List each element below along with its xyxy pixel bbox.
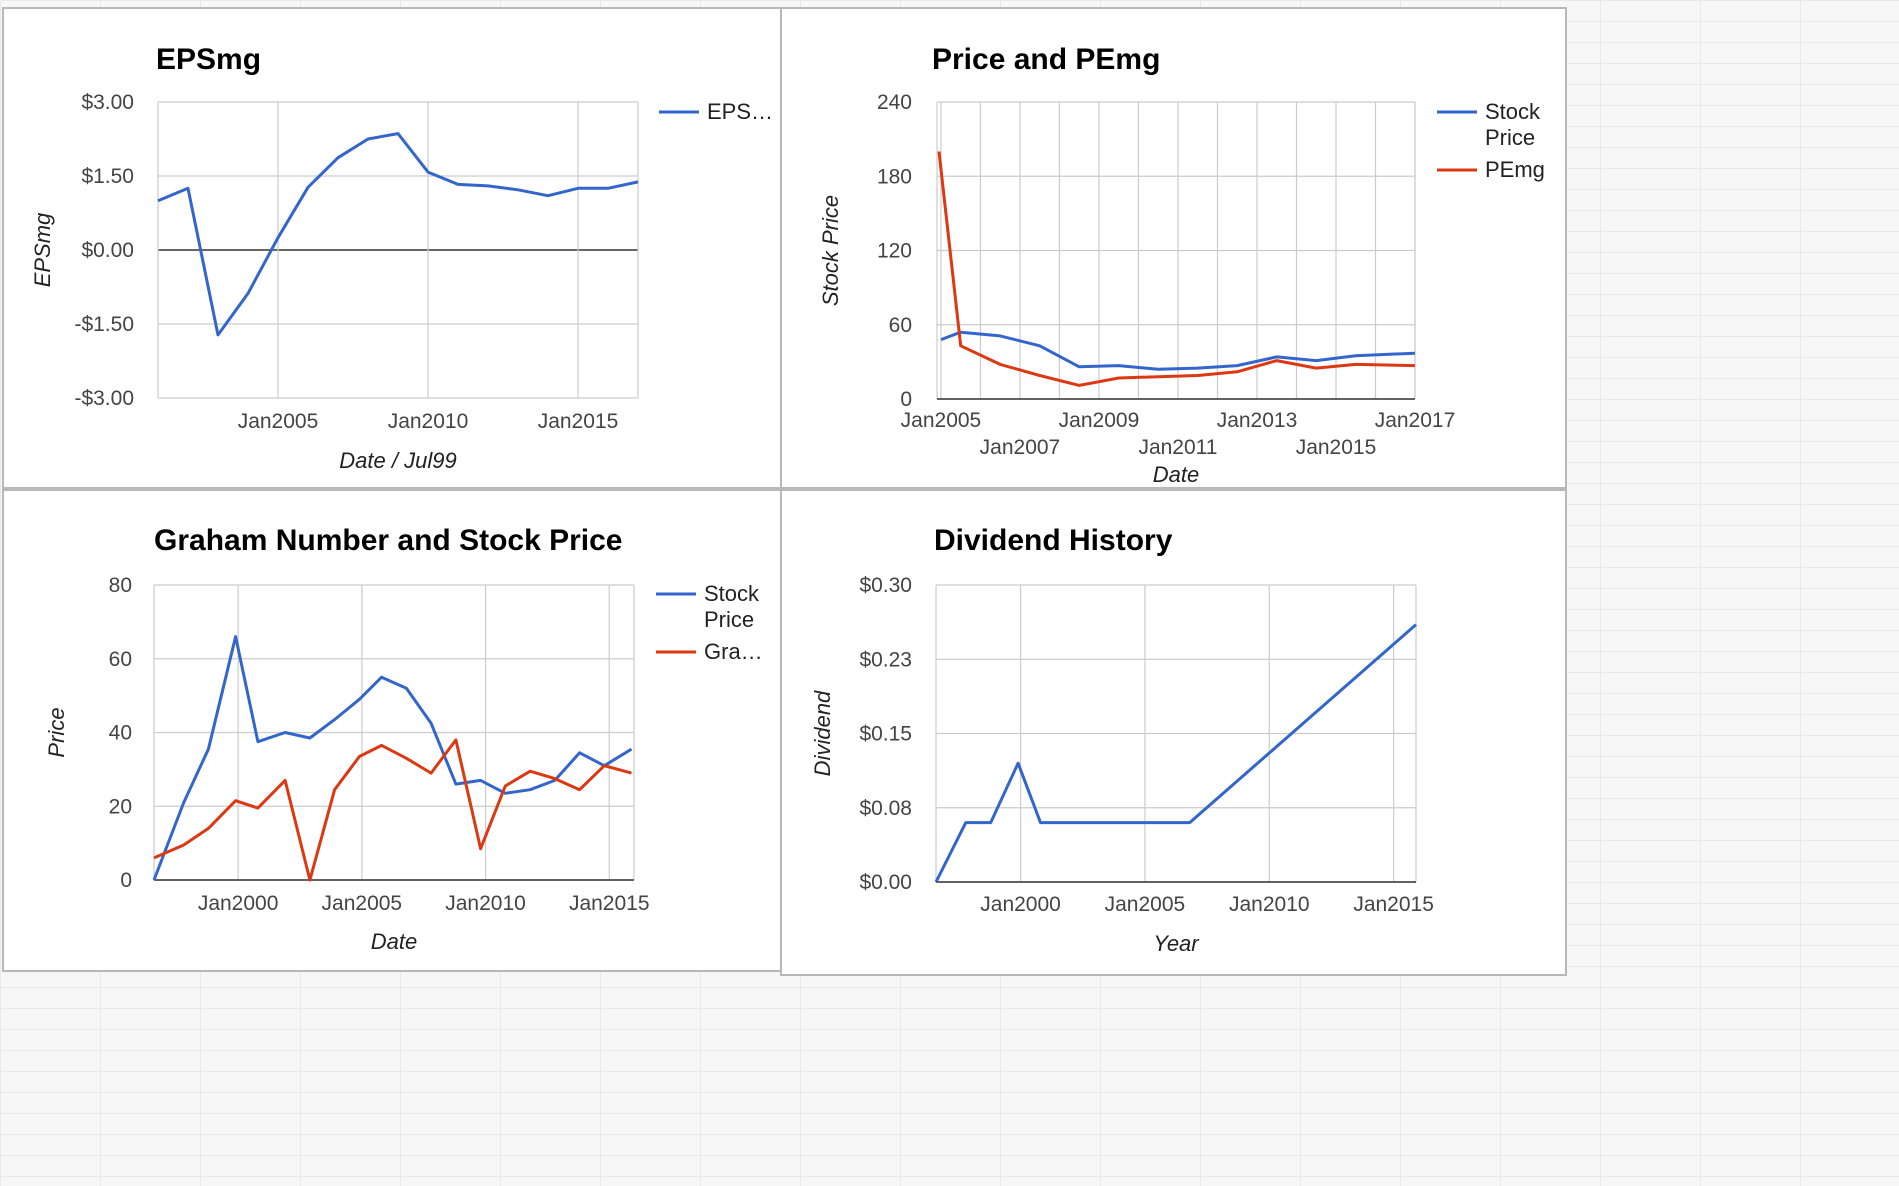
- y-axis-title: Stock Price: [818, 195, 843, 306]
- chart-title: Price and PEmg: [932, 43, 1161, 76]
- series-line: [152, 635, 633, 881]
- chart-svg: $0.30 $0.23 $0.15 $0.08 $0.00 Jan2000 Jan2005 J…: [810, 574, 1434, 956]
- y-tick-label: 60: [109, 648, 132, 671]
- x-tick-label: Jan2000: [198, 892, 279, 915]
- y-axis-title: Price: [44, 707, 69, 757]
- series-line: [940, 330, 1416, 371]
- y-tick-label: 0: [120, 869, 132, 892]
- y-tick-label: $0.23: [859, 648, 912, 671]
- y-axis-title: EPSmg: [30, 212, 55, 287]
- legend-label: EPS…: [707, 99, 773, 124]
- y-tick-label: -$1.50: [74, 313, 134, 336]
- y-tick-label: 80: [109, 574, 132, 597]
- series-line: [157, 132, 639, 337]
- x-tick-label: Jan2017: [1375, 409, 1456, 432]
- y-tick-label: 0: [900, 388, 912, 411]
- x-tick-label: Jan2010: [445, 892, 526, 915]
- series-line: [153, 738, 632, 882]
- chart-svg: 80 60 40 20 0 Jan2000 Jan2005 Jan2010 Jan2015 Dat…: [44, 574, 763, 954]
- x-tick-label: Jan2015: [1353, 893, 1434, 916]
- chart-svg: $3.00 $1.50 $0.00 -$1.50 -$3.00 Jan2005 Jan201…: [30, 91, 773, 473]
- x-tick-label: Jan2005: [322, 892, 403, 915]
- x-tick-label: Jan2009: [1059, 409, 1140, 432]
- y-tick-label: 240: [877, 91, 912, 114]
- x-tick-label: Jan2015: [569, 892, 650, 915]
- legend-label: Gra…: [704, 639, 763, 664]
- y-tick-label: 60: [889, 314, 912, 337]
- chart-panel-price-and-pemg[interactable]: Price and PEmg 240 180 120 60 0 Jan2005 Jan200…: [780, 7, 1567, 489]
- x-axis-title: Year: [1153, 931, 1200, 956]
- x-axis-title: Date: [1153, 462, 1199, 487]
- chart-title: Dividend History: [934, 524, 1173, 557]
- x-tick-label: Jan2015: [538, 410, 619, 433]
- x-tick-label: Jan2000: [980, 893, 1061, 916]
- legend-label: PEmg: [1485, 157, 1545, 182]
- y-tick-label: $1.50: [81, 165, 134, 188]
- series-line: [934, 623, 1417, 883]
- x-tick-label: Jan2007: [980, 436, 1061, 459]
- legend-label: Stock Price: [1485, 99, 1541, 150]
- series-line: [937, 151, 1416, 387]
- x-tick-label: Jan2010: [388, 410, 469, 433]
- y-tick-label: $0.00: [81, 239, 134, 262]
- x-tick-label: Jan2013: [1217, 409, 1298, 432]
- chart-title: EPSmg: [156, 43, 262, 76]
- legend-label: Stock Price: [704, 581, 760, 632]
- y-tick-label: -$3.00: [74, 387, 134, 410]
- chart-title: Graham Number and Stock Price: [154, 524, 623, 557]
- x-tick-label: Jan2015: [1296, 436, 1377, 459]
- chart-panel-graham-number[interactable]: Graham Number and Stock Price 80 60 40 20 0 J…: [2, 489, 782, 972]
- x-axis-title: Date / Jul99: [339, 448, 456, 473]
- x-tick-label: Jan2011: [1138, 436, 1217, 459]
- y-tick-label: 40: [109, 722, 132, 745]
- x-tick-label: Jan2005: [1105, 893, 1186, 916]
- y-tick-label: $0.00: [859, 871, 912, 894]
- y-tick-label: 180: [877, 165, 912, 188]
- y-tick-label: 20: [109, 795, 132, 818]
- x-axis-title: Date: [371, 929, 417, 954]
- y-tick-label: $0.08: [859, 797, 912, 820]
- y-tick-label: $3.00: [81, 91, 134, 114]
- x-tick-label: Jan2005: [901, 409, 982, 432]
- y-axis-title: Dividend: [810, 690, 835, 776]
- chart-panel-dividend-history[interactable]: Dividend History $0.30 $0.23 $0.15 $0.08 $0.…: [780, 489, 1567, 976]
- x-tick-label: Jan2005: [238, 410, 319, 433]
- y-tick-label: 120: [877, 240, 912, 263]
- chart-panel-epsmg[interactable]: EPSmg $3.00 $1.50 $0.00 -$1.50 -$3.00 Jan2005…: [2, 7, 782, 489]
- y-tick-label: $0.15: [859, 723, 912, 746]
- x-tick-label: Jan2010: [1229, 893, 1310, 916]
- y-tick-label: $0.30: [859, 574, 912, 597]
